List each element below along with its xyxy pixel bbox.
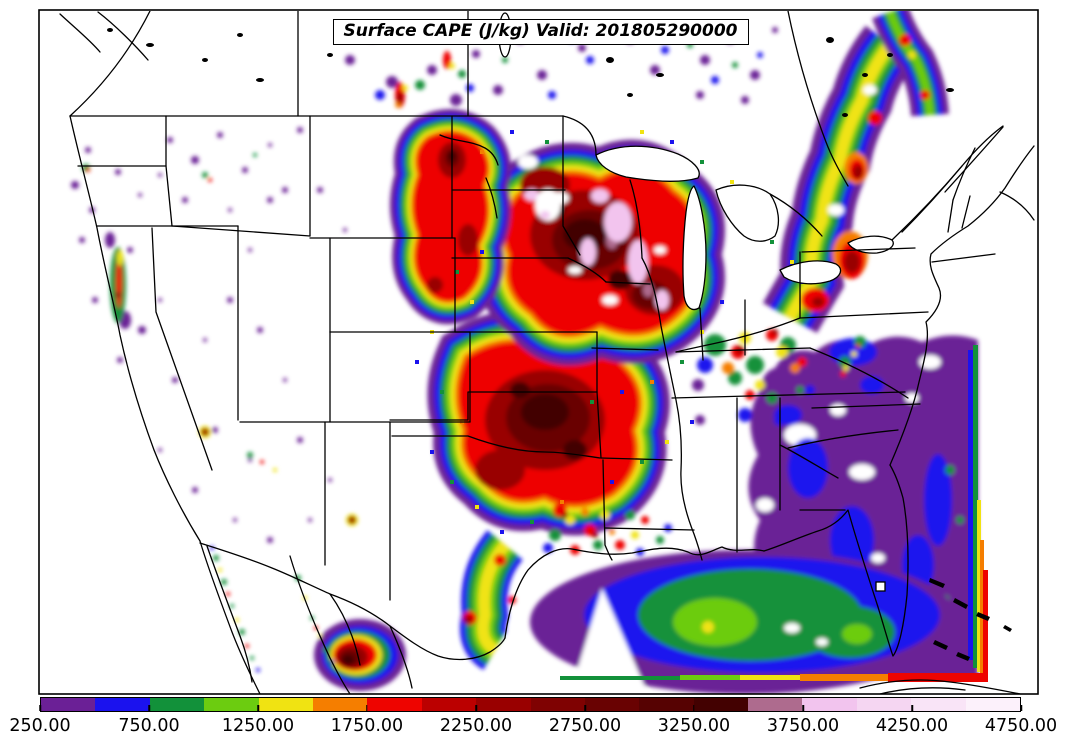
colorbar-segment [367, 698, 422, 711]
midwest-lobe [473, 139, 725, 366]
gulf-coast-speckles [543, 503, 672, 556]
west-speckles [71, 147, 347, 543]
colorbar-gradient [40, 697, 1021, 712]
cape-field-layer [71, 11, 978, 694]
colorbar-segment [476, 698, 531, 711]
colorbar-segment [41, 698, 96, 711]
colorbar-segment [802, 698, 857, 711]
colorbar-segment [856, 698, 912, 711]
map-frame [38, 9, 1039, 695]
colorbar-tick-label: 2750.00 [548, 716, 622, 736]
colorbar-segment [421, 698, 477, 711]
colorbar-segment [204, 698, 259, 711]
colorbar-segment [748, 698, 803, 711]
colorbar-tick-label: 1750.00 [330, 716, 404, 736]
plains-lobe [427, 311, 670, 536]
colorbar-tick-label: 3750.00 [766, 716, 840, 736]
colorbar-segment [312, 698, 368, 711]
colorbar-segment [95, 698, 150, 711]
colorbar-segment [530, 698, 585, 711]
map-title-text: Surface CAPE (J/kg) Valid: 201805290000 [343, 21, 738, 41]
colorbar-segment [965, 698, 1021, 711]
colorbar-segment [639, 698, 694, 711]
map-canvas: Surface CAPE (J/kg) Valid: 201805290000 [38, 9, 1039, 695]
south-texas-lobe [460, 530, 524, 670]
colorbar-tick-label: 3250.00 [657, 716, 731, 736]
colorbar-segment [584, 698, 640, 711]
montana-lobe [390, 109, 550, 325]
colorbar-tick-label: 4250.00 [875, 716, 949, 736]
nw-speckles [158, 127, 303, 212]
map-title: Surface CAPE (J/kg) Valid: 201805290000 [332, 19, 749, 45]
colorbar-tick-label: 750.00 [118, 716, 180, 736]
colorbar-segment [911, 698, 966, 711]
corner-streak [872, 11, 949, 117]
colorbar-segment [693, 698, 749, 711]
colorbar-tick-label: 2250.00 [439, 716, 513, 736]
colorbar-segment [149, 698, 205, 711]
colorbar-segment [258, 698, 313, 711]
domain-edge-strips [560, 345, 988, 682]
colorbar-tick-label: 1250.00 [221, 716, 295, 736]
geography-layer [59, 11, 1035, 694]
cape-map-svg [38, 9, 1039, 695]
colorbar-tick-label: 250.00 [9, 716, 71, 736]
colorbar-tick-label: 4750.00 [984, 716, 1058, 736]
colorbar-labels: 250.00 750.00 1250.00 1750.00 2250.00 2750.00… [9, 716, 1057, 740]
